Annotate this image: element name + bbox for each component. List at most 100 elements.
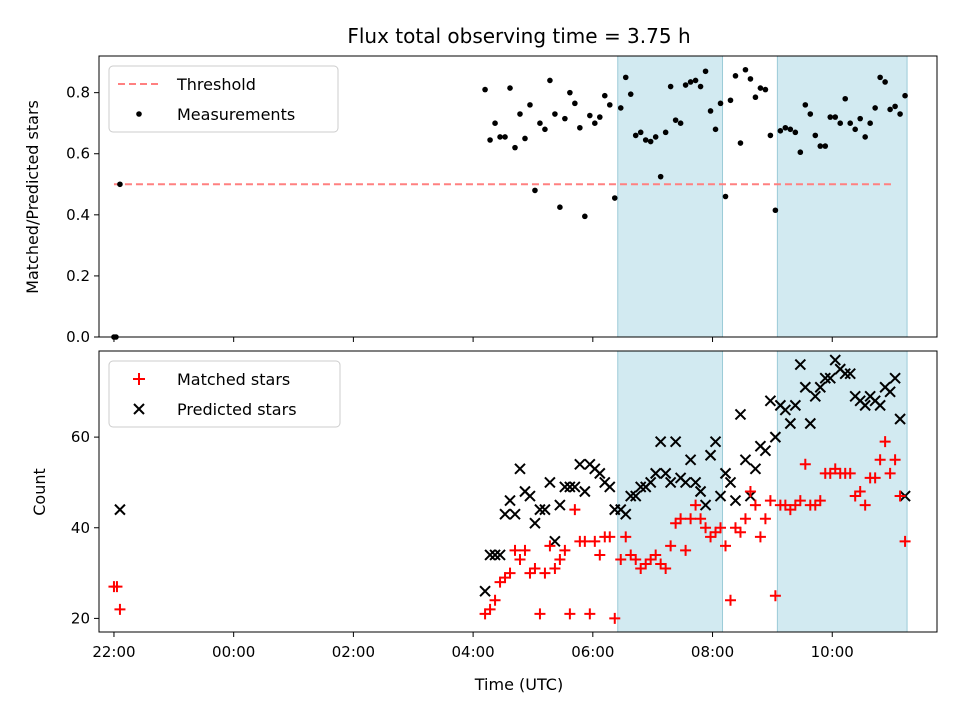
predicted-stars-marker	[729, 494, 742, 507]
measurement-point	[601, 92, 608, 99]
legend-label-threshold: Threshold	[176, 75, 256, 94]
measurement-point	[502, 134, 508, 140]
measurement-point	[822, 143, 829, 149]
y-tick-label: 0.2	[66, 267, 90, 285]
x-tick-label: 06:00	[571, 643, 614, 661]
measurement-point	[757, 85, 764, 91]
matched-stars-marker	[759, 513, 771, 525]
matched-stars-marker	[754, 531, 766, 543]
measurement-point	[577, 124, 583, 131]
predicted-stars-marker	[804, 417, 817, 430]
y-tick-label: 60	[71, 428, 90, 446]
predicted-stars-marker	[489, 549, 501, 561]
measurement-point	[582, 213, 588, 220]
predicted-stars-marker	[684, 454, 697, 466]
x-tick-label: 00:00	[212, 643, 255, 661]
measurement-point	[742, 66, 749, 73]
matched-stars-marker	[650, 549, 662, 561]
predicted-stars-marker	[819, 372, 831, 384]
measurement-point	[492, 120, 498, 126]
x-tick-label: 10:00	[811, 643, 854, 661]
matched-stars-marker	[620, 531, 632, 543]
measurement-point	[827, 114, 834, 120]
predicted-stars-marker	[739, 454, 752, 466]
measurement-point	[512, 144, 518, 151]
matched-stars-marker	[700, 522, 712, 534]
matched-stars-marker	[724, 594, 736, 606]
measurement-point	[807, 111, 814, 117]
predicted-stars-marker	[759, 445, 772, 457]
matched-stars-marker	[734, 526, 746, 538]
legend-label-matched: Matched stars	[177, 370, 290, 389]
legend-label-measurements: Measurements	[177, 105, 295, 124]
measurement-point	[867, 120, 873, 126]
matched-stars-marker	[764, 495, 776, 507]
matched-stars-marker	[484, 603, 496, 615]
matched-stars-marker	[665, 540, 677, 552]
predicted-stars-marker	[734, 408, 747, 421]
matched-stars-marker	[504, 567, 516, 579]
predicted-stars-marker	[534, 503, 546, 516]
bottom-axes-frame	[98, 350, 938, 633]
measurement-point	[522, 135, 528, 142]
matched-legend-swatch	[133, 373, 145, 385]
matched-stars-marker	[715, 522, 727, 534]
predicted-stars-marker	[479, 585, 491, 597]
predicted-stars-marker	[704, 449, 717, 461]
predicted-stars-marker	[694, 485, 707, 498]
measurement-point	[587, 112, 593, 119]
matched-stars-marker	[680, 544, 692, 556]
measurement-point	[832, 114, 839, 120]
predicted-stars-marker	[549, 535, 561, 548]
matched-stars-marker	[894, 490, 906, 502]
measurement-point	[817, 143, 824, 149]
predicted-stars-marker	[554, 499, 566, 511]
measurement-point	[667, 83, 674, 90]
matched-stars-marker	[739, 513, 751, 525]
bottom-legend-box	[108, 360, 341, 428]
predicted-stars-marker	[844, 367, 856, 380]
matched-stars-marker	[889, 454, 901, 466]
measurement-point	[732, 73, 739, 79]
predicted-stars-marker	[649, 467, 662, 480]
measurement-point	[877, 74, 883, 81]
measurement-point	[682, 82, 689, 88]
predicted-stars-marker	[564, 481, 576, 493]
predicted-stars-marker	[839, 367, 851, 380]
matched-stars-marker	[814, 495, 826, 507]
top-axes-frame	[98, 55, 938, 338]
measurement-point	[632, 132, 639, 139]
predicted-stars-marker	[604, 481, 616, 493]
predicted-stars-marker	[114, 503, 126, 516]
measurement-point	[622, 74, 629, 81]
measurement-point	[562, 115, 568, 122]
matched-stars-marker	[519, 544, 531, 556]
predicted-stars-marker	[659, 467, 672, 480]
matched-stars-marker	[509, 544, 521, 556]
measurement-point	[772, 207, 779, 214]
matched-stars-marker	[589, 535, 601, 547]
measurement-point	[897, 111, 903, 117]
x-tick-label: 02:00	[332, 643, 375, 661]
matched-stars-marker	[559, 544, 571, 556]
predicted-stars-marker	[539, 503, 551, 516]
measurement-point	[717, 100, 724, 107]
bottom-shaded-ranges	[617, 350, 908, 633]
predicted-stars-marker	[789, 399, 802, 412]
predicted-stars-marker	[894, 413, 906, 425]
measurement-point	[862, 134, 868, 140]
measurement-point	[507, 85, 513, 91]
measurement-point	[117, 181, 123, 188]
matched-stars-marker	[720, 540, 732, 552]
predicted-stars-marker	[779, 404, 792, 416]
matched-stars-marker	[111, 581, 123, 593]
matched-stars-marker	[114, 603, 126, 615]
measurements-legend-swatch	[136, 111, 142, 117]
matched-stars-marker	[569, 504, 581, 516]
predicted-stars-marker	[574, 458, 586, 471]
predicted-stars-marker	[679, 476, 692, 489]
measurement-point	[592, 120, 598, 126]
predicted-stars-marker	[644, 476, 657, 489]
predicted-stars-marker	[669, 435, 682, 448]
measurement-point	[787, 126, 794, 133]
